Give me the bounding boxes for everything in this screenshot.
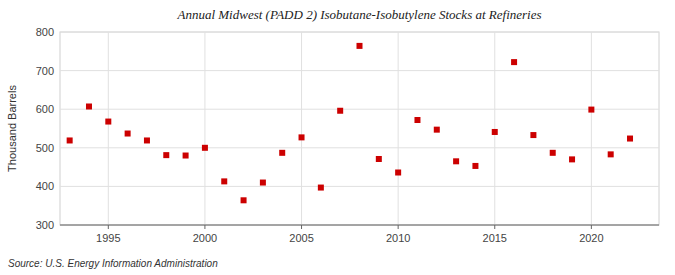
- point: [414, 117, 420, 123]
- x-grid-line: [204, 32, 205, 225]
- grid: [60, 32, 659, 229]
- x-tick: [398, 225, 399, 229]
- point: [530, 132, 536, 138]
- y-tick-label: 800: [36, 26, 54, 38]
- points: [67, 43, 633, 203]
- plot-frame: [60, 32, 659, 225]
- point: [472, 163, 478, 169]
- y-tick-label: 500: [36, 142, 54, 154]
- point: [434, 127, 440, 133]
- point: [588, 107, 594, 113]
- y-grid-line: [60, 70, 659, 71]
- x-tick: [494, 225, 495, 229]
- x-grid-line: [494, 32, 495, 225]
- point: [221, 178, 227, 184]
- x-grid-line: [591, 32, 592, 225]
- y-axis-label: Thousand Barrels: [6, 85, 18, 172]
- point: [183, 153, 189, 159]
- chart-svg: 300 400 500 600 700 800 1995 2000 2005 2010 2015 20…: [0, 0, 675, 275]
- point: [67, 137, 73, 143]
- point: [550, 150, 556, 156]
- x-tick: [301, 225, 302, 229]
- x-tick: [204, 225, 205, 229]
- x-tick: [108, 225, 109, 229]
- point: [318, 185, 324, 191]
- point: [395, 170, 401, 176]
- point: [492, 129, 498, 135]
- point: [202, 145, 208, 151]
- point: [260, 180, 266, 186]
- point: [86, 103, 92, 109]
- point: [608, 151, 614, 157]
- point: [337, 108, 343, 114]
- y-tick-label: 300: [36, 219, 54, 231]
- point: [627, 136, 633, 142]
- x-tick-label: 2005: [289, 232, 313, 244]
- y-grid-line: [60, 147, 659, 148]
- point: [453, 158, 459, 164]
- x-tick-label: 2015: [483, 232, 507, 244]
- point: [357, 43, 363, 49]
- x-tick: [591, 225, 592, 229]
- x-axis-line: [60, 225, 659, 226]
- x-tick-label: 2010: [386, 232, 410, 244]
- point: [279, 150, 285, 156]
- x-grid-line: [398, 32, 399, 225]
- tick-labels: 300 400 500 600 700 800 1995 2000 2005 2010 2015 20…: [36, 26, 604, 244]
- point: [163, 152, 169, 158]
- chart-container: 300 400 500 600 700 800 1995 2000 2005 2010 2015 20…: [0, 0, 675, 275]
- y-grid-line: [60, 186, 659, 187]
- source-note: Source: U.S. Energy Information Administ…: [8, 258, 218, 269]
- point: [299, 134, 305, 140]
- point: [511, 59, 517, 65]
- point: [125, 131, 131, 137]
- y-grid-line: [60, 225, 659, 226]
- y-grid-line: [60, 109, 659, 110]
- x-tick-label: 2000: [193, 232, 217, 244]
- y-tick-label: 700: [36, 65, 54, 77]
- point: [241, 197, 247, 203]
- point: [569, 156, 575, 162]
- point: [376, 156, 382, 162]
- x-tick-label: 1995: [96, 232, 120, 244]
- x-grid-line: [301, 32, 302, 225]
- x-grid-line: [108, 32, 109, 225]
- point: [144, 137, 150, 143]
- title: Annual Midwest (PADD 2) Isobutane-Isobut…: [176, 7, 541, 22]
- x-tick-label: 2020: [579, 232, 603, 244]
- y-grid-line: [60, 32, 659, 33]
- y-tick-label: 400: [36, 180, 54, 192]
- y-tick-label: 600: [36, 103, 54, 115]
- point: [105, 119, 111, 125]
